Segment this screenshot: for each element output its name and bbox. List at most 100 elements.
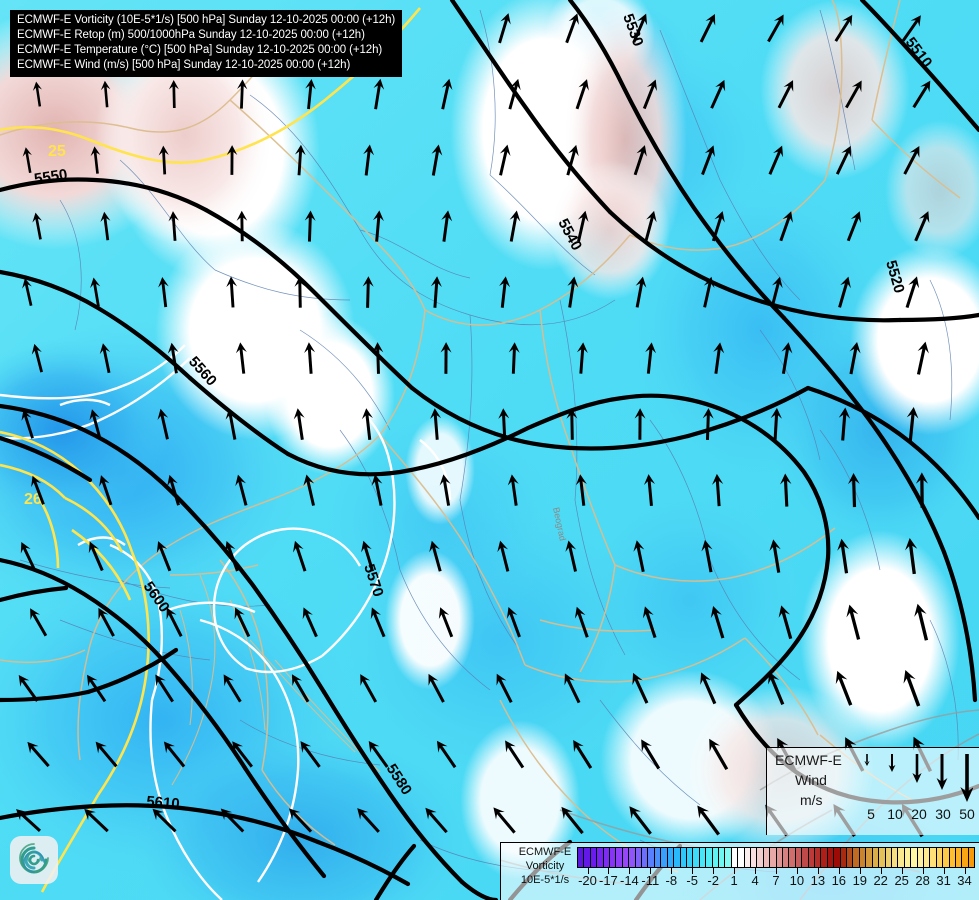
wind-arrow-icon <box>846 604 861 640</box>
wind-arrow-icon <box>18 675 39 702</box>
wind-legend-box: ECMWF-E Wind m/s <box>766 747 979 835</box>
wind-arrow-icon <box>577 210 589 242</box>
wind-arrow-icon <box>370 607 386 638</box>
wind-arrow-icon <box>88 541 104 572</box>
colorbar-tick-14 <box>880 868 882 874</box>
colorbar-swatch-59 <box>955 848 963 867</box>
retop-contour-labels: 25 26 <box>24 143 66 508</box>
colorbar-model: ECMWF-E <box>518 846 572 858</box>
svg-text:5550: 5550 <box>33 166 69 188</box>
wind-arrow-icon <box>167 474 180 506</box>
colorbar-swatch-15 <box>674 848 681 867</box>
wind-arrow-icon <box>21 409 34 439</box>
colorbar-tick-label-4: -8 <box>665 873 678 888</box>
colorbar-swatch-28 <box>757 848 764 867</box>
wind-arrow-icon <box>20 541 36 571</box>
cyclone-spiral-logo[interactable] <box>10 836 58 884</box>
colorbar-tick-label-15: 25 <box>894 873 909 888</box>
wind-arrow-icon <box>22 278 33 306</box>
colorbar-swatch-22 <box>718 848 726 867</box>
wind-arrow-icon <box>155 674 174 703</box>
wind-arrow-icon <box>835 670 853 706</box>
colorbar-swatch-16 <box>680 848 687 867</box>
colorbar-swatch-6 <box>616 848 623 867</box>
wind-arrow-icon <box>701 145 715 176</box>
svg-text:5610: 5610 <box>146 793 181 813</box>
wind-arrow-icon <box>566 144 579 176</box>
colorbar-swatch-31 <box>776 848 783 867</box>
colorbar-swatch-13 <box>661 848 668 867</box>
wind-arrow-icon <box>711 211 725 242</box>
wind-arrow-icon <box>713 342 725 374</box>
wind-arrow-icon <box>168 79 179 109</box>
wind-legend-model: ECMWF-E <box>775 752 842 768</box>
wind-arrows-layer <box>16 13 933 838</box>
wind-arrow-icon <box>496 673 513 703</box>
colorbar-tick-label-5: -5 <box>686 873 698 888</box>
wind-arrow-icon <box>641 739 661 770</box>
wind-arrow-icon <box>294 276 306 308</box>
colorbar-swatch-0 <box>578 848 585 867</box>
colorbar-swatch-11 <box>648 848 655 867</box>
colorbar-swatch-18 <box>693 848 700 867</box>
wind-arrow-icon <box>32 212 43 240</box>
colorbar-swatch-47 <box>879 848 886 867</box>
wind-arrow-icon <box>31 475 45 505</box>
wind-scale-30: 30 <box>935 806 951 822</box>
colorbar-tick-label-18: 34 <box>957 873 972 888</box>
colorbar-swatch-58 <box>949 848 956 867</box>
colorbar-swatch-2 <box>590 848 598 867</box>
wind-arrow-icon <box>438 607 454 638</box>
colorbar-swatch-27 <box>750 848 758 867</box>
vorticity-colorbar-panel: ECMWF-E Vorticity 10E-5*1/s -20 -17 -14 -11… <box>500 842 979 900</box>
wind-arrow-icon <box>838 276 851 308</box>
wind-arrow-icon <box>505 740 525 769</box>
colorbar-swatch-3 <box>597 848 604 867</box>
wind-arrow-icon <box>223 674 242 703</box>
wind-arrow-icon <box>498 408 510 440</box>
wind-arrow-icon <box>371 474 383 506</box>
wind-arrow-icon <box>357 808 380 833</box>
colorbar-swatch-strip[interactable] <box>577 847 975 868</box>
wind-arrow-icon <box>561 806 584 835</box>
colorbar-tick-18 <box>964 868 966 874</box>
wind-arrow-icon <box>777 80 794 109</box>
wind-arrow-icon <box>767 14 784 43</box>
wind-arrow-icon <box>16 809 41 832</box>
wind-arrow-icon <box>436 740 457 769</box>
wind-arrow-icon <box>645 342 657 374</box>
colorbar-ticks <box>577 868 975 874</box>
title-line-retop: ECMWF-E Retop (m) 500/1000hPa Sunday 12-… <box>17 29 365 41</box>
wind-arrow-icon <box>235 342 247 374</box>
wind-arrow-icon <box>634 408 646 440</box>
wind-arrow-icon <box>566 408 578 440</box>
colorbar-tick-13 <box>859 868 861 874</box>
wind-arrow-icon <box>302 607 318 638</box>
colorbar-swatch-55 <box>930 848 937 867</box>
wind-arrow-icon <box>565 13 579 44</box>
wind-arrow-icon <box>906 406 919 442</box>
colorbar-tick-15 <box>901 868 903 874</box>
colorbar-swatch-42 <box>847 848 854 867</box>
wind-arrow-icon <box>507 474 519 506</box>
colorbar-swatch-39 <box>827 848 835 867</box>
wind-arrow-icon <box>293 540 307 572</box>
wind-arrow-icon <box>158 276 169 308</box>
svg-text:25: 25 <box>48 143 66 160</box>
wind-arrow-icon <box>575 79 589 110</box>
colorbar-tick-9 <box>776 868 777 874</box>
wind-arrow-icon <box>86 674 107 703</box>
wind-arrow-icon <box>156 541 172 572</box>
wind-arrow-icon <box>168 211 179 241</box>
wind-arrow-icon <box>574 606 589 638</box>
colorbar-swatch-8 <box>629 848 636 867</box>
colorbar-tick-4 <box>671 868 673 874</box>
wind-arrow-icon <box>372 342 384 374</box>
colorbar-swatch-43 <box>853 848 860 867</box>
wind-arrow-icon <box>27 741 50 768</box>
colorbar-tick-3 <box>650 868 652 874</box>
wind-arrow-icon <box>220 808 245 833</box>
colorbar-tick-16 <box>922 868 924 874</box>
wind-legend-arrow-icons <box>864 754 973 802</box>
